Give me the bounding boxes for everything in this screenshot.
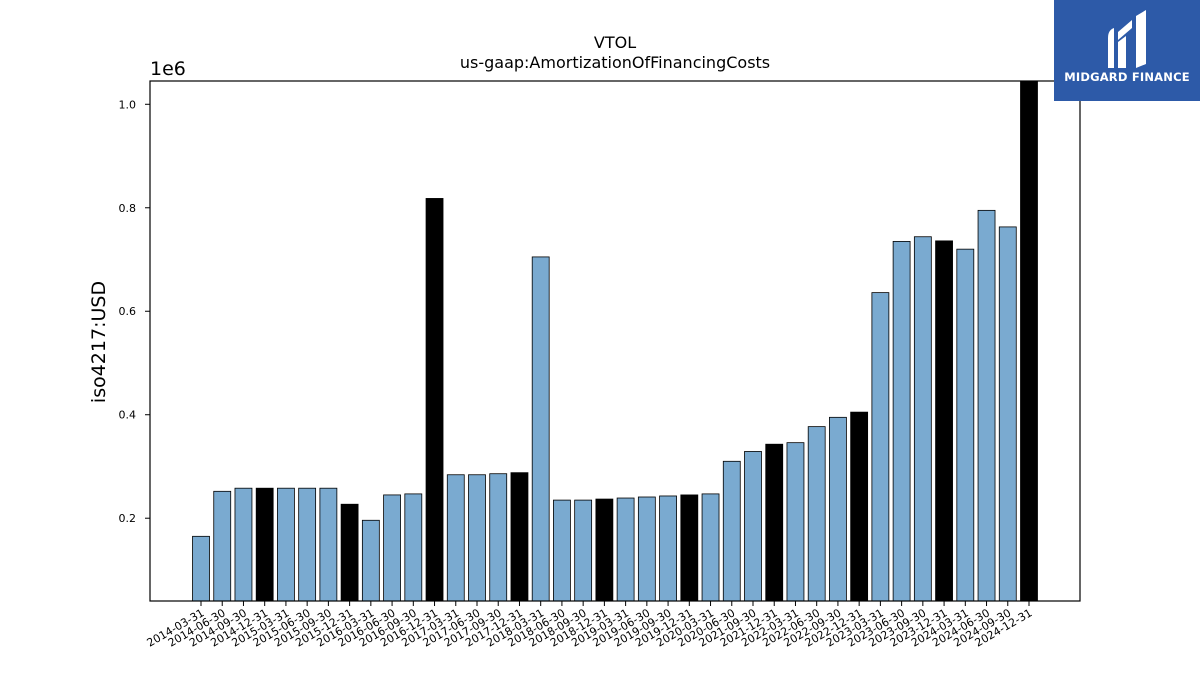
bar-2014-09-30 [234, 487, 253, 602]
y-axis-label: iso4217:USD [88, 281, 110, 403]
bar-2015-12-31 [340, 503, 359, 602]
bar-2014-03-31 [192, 535, 210, 602]
bar-2018-06-30 [553, 499, 571, 602]
bar-2016-09-30 [404, 493, 423, 602]
bar-2022-09-30 [829, 416, 847, 602]
bar-2019-03-31 [616, 497, 635, 602]
bar-2019-06-30 [637, 496, 656, 602]
bar-2014-06-30 [213, 490, 232, 602]
y-tick-label: 1.0 [119, 98, 137, 111]
bar-2019-12-31 [680, 494, 699, 602]
bar-2021-09-30 [744, 451, 762, 602]
plot-frame [149, 80, 1081, 602]
bar-2019-09-30 [659, 495, 677, 602]
bar-2015-06-30 [298, 487, 317, 602]
bar-2023-03-31 [871, 292, 890, 602]
bar-2022-03-31 [786, 442, 805, 602]
bar-2024-06-30 [977, 209, 996, 602]
y-tick-label: 0.2 [119, 512, 137, 525]
bar-2020-06-30 [722, 460, 741, 602]
bar-2018-09-30 [574, 499, 593, 602]
bar-2017-12-31 [510, 472, 529, 602]
bar-2024-12-31 [1020, 80, 1038, 602]
bar-2018-12-31 [595, 498, 614, 602]
bar-2024-09-30 [998, 226, 1017, 602]
y-tick-label: 0.8 [119, 202, 137, 215]
midgard-finance-logo: MIDGARD FINANCE [1054, 0, 1200, 101]
bar-2022-06-30 [807, 426, 826, 602]
logo-text: MIDGARD FINANCE [1064, 70, 1190, 84]
bar-2021-12-31 [765, 443, 784, 602]
midgard-logo-icon [1108, 10, 1146, 68]
bar-2018-03-31 [531, 256, 550, 602]
chart-subtitle: us-gaap:AmortizationOfFinancingCosts [460, 53, 770, 72]
y-tick-label: 0.6 [119, 305, 137, 318]
bar-2014-12-31 [255, 487, 274, 602]
bar-2024-03-31 [956, 248, 975, 602]
bar-2017-06-30 [468, 474, 486, 602]
bar-2023-12-31 [935, 240, 953, 602]
bar-2023-06-30 [892, 240, 911, 602]
bar-2015-03-31 [277, 487, 295, 602]
bar-2016-06-30 [383, 494, 401, 602]
bar-2023-09-30 [913, 236, 932, 602]
bar-2017-09-30 [489, 473, 508, 602]
bar-2020-03-31 [701, 493, 720, 602]
bar-2016-03-31 [361, 519, 380, 602]
y-axis-offset-label: 1e6 [150, 58, 186, 80]
bar-2015-09-30 [319, 487, 338, 602]
chart-title: VTOL [594, 33, 636, 52]
bar-2022-12-31 [850, 411, 869, 602]
bar-2017-03-31 [446, 474, 465, 602]
bar-2016-12-31 [425, 198, 444, 602]
y-tick-label: 0.4 [119, 409, 137, 422]
